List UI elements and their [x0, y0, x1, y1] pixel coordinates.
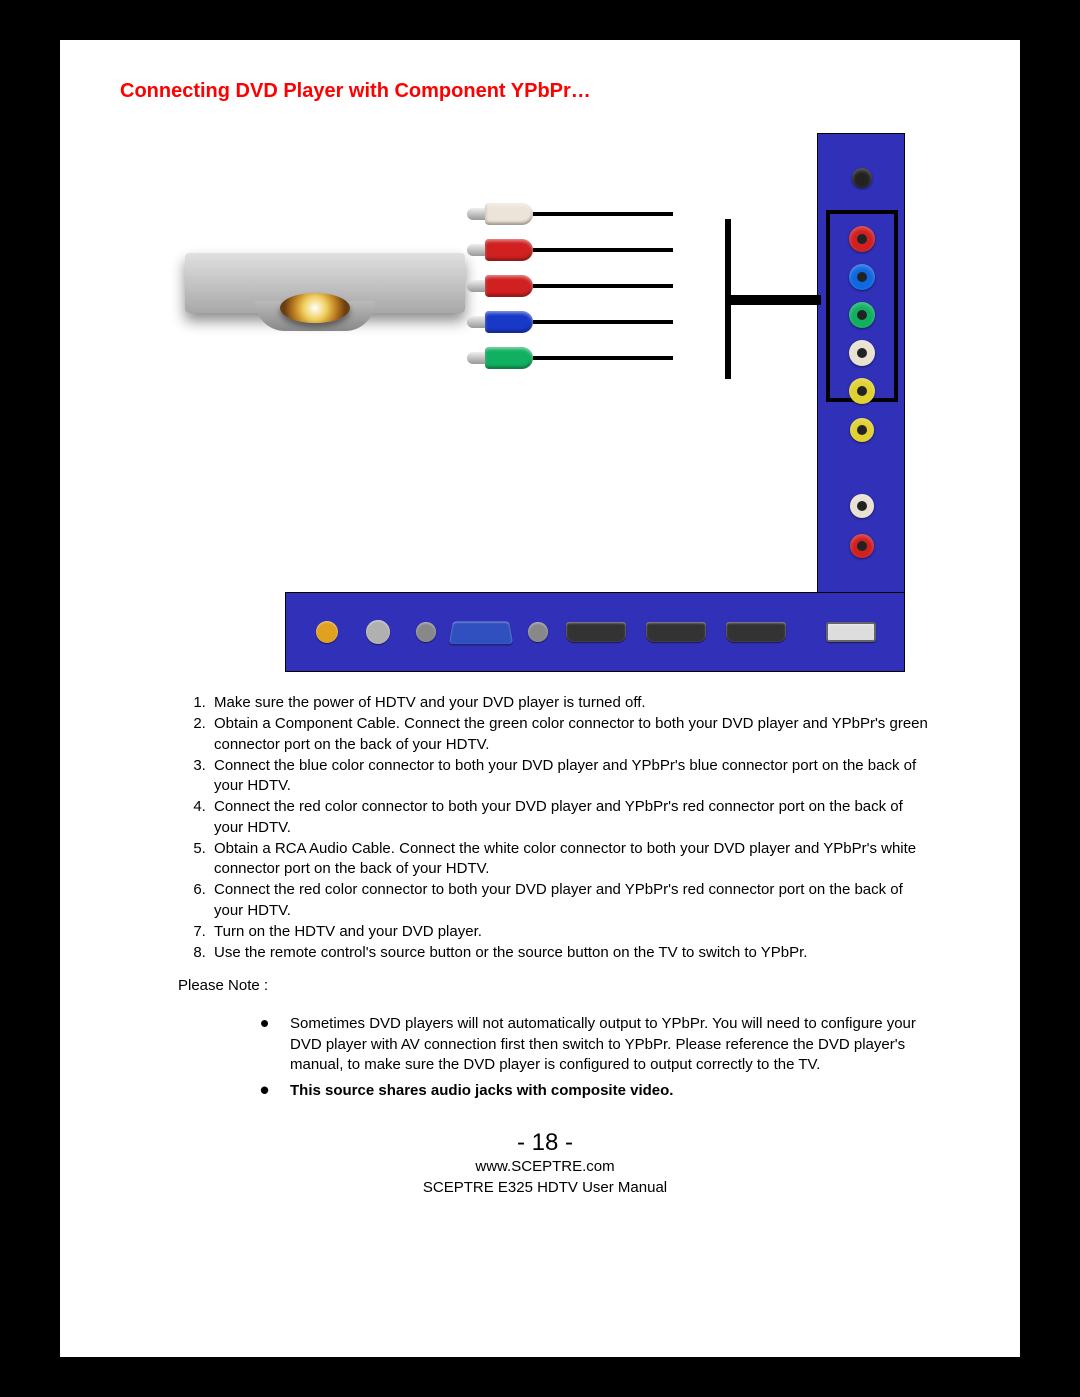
port-coax	[366, 620, 390, 644]
port-audio-r	[849, 226, 875, 252]
port-y	[849, 302, 875, 328]
port-audio-l	[849, 340, 875, 366]
rca-cables	[485, 203, 745, 403]
rca-cable-white	[485, 203, 715, 225]
rca-cable-green	[485, 347, 715, 369]
port-headphone	[852, 168, 872, 188]
tv-side-panel	[817, 133, 905, 593]
connection-diagram	[185, 133, 905, 673]
instruction-3: Connect the blue color connector to both…	[210, 756, 930, 797]
port-pr	[849, 378, 875, 404]
port-pb	[849, 264, 875, 290]
port-av-r	[850, 534, 874, 558]
instruction-7: Turn on the HDTV and your DVD player.	[210, 922, 930, 942]
port-vga	[449, 621, 513, 644]
instruction-5: Obtain a RCA Audio Cable. Connect the wh…	[210, 839, 930, 880]
port-hdmi3	[726, 622, 786, 642]
port-serv	[528, 622, 548, 642]
instruction-1: Make sure the power of HDTV and your DVD…	[210, 693, 930, 713]
note-label: Please Note :	[178, 977, 970, 994]
instruction-4: Connect the red color connector to both …	[210, 797, 930, 838]
tv-bottom-panel	[285, 592, 905, 672]
dvd-player-icon	[185, 233, 465, 353]
port-hdmi1	[566, 622, 626, 642]
page-number: - 18 -	[120, 1129, 970, 1157]
rca-cable-blue	[485, 311, 715, 333]
notes-list: Sometimes DVD players will not automatic…	[260, 1014, 930, 1101]
manual-page: Connecting DVD Player with Component YPb…	[60, 40, 1020, 1357]
instruction-6: Connect the red color connector to both …	[210, 880, 930, 921]
instruction-list: Make sure the power of HDTV and your DVD…	[120, 693, 930, 963]
port-pc-aud	[416, 622, 436, 642]
port-av-w	[850, 494, 874, 518]
port-spdif	[316, 621, 338, 643]
note-2: This source shares audio jacks with comp…	[260, 1081, 930, 1101]
note-1: Sometimes DVD players will not automatic…	[260, 1014, 930, 1075]
footer-url: www.SCEPTRE.com	[120, 1157, 970, 1177]
port-hdmi2	[646, 622, 706, 642]
port-cvbs	[850, 418, 874, 442]
rca-cable-red	[485, 239, 715, 261]
cable-bus	[725, 209, 821, 384]
instruction-8: Use the remote control's source button o…	[210, 943, 930, 963]
port-usb	[826, 622, 876, 642]
instruction-2: Obtain a Component Cable. Connect the gr…	[210, 714, 930, 755]
rca-cable-red2	[485, 275, 715, 297]
footer-manual: SCEPTRE E325 HDTV User Manual	[120, 1178, 970, 1198]
footer: www.SCEPTRE.com SCEPTRE E325 HDTV User M…	[120, 1157, 970, 1198]
page-title: Connecting DVD Player with Component YPb…	[120, 80, 970, 103]
